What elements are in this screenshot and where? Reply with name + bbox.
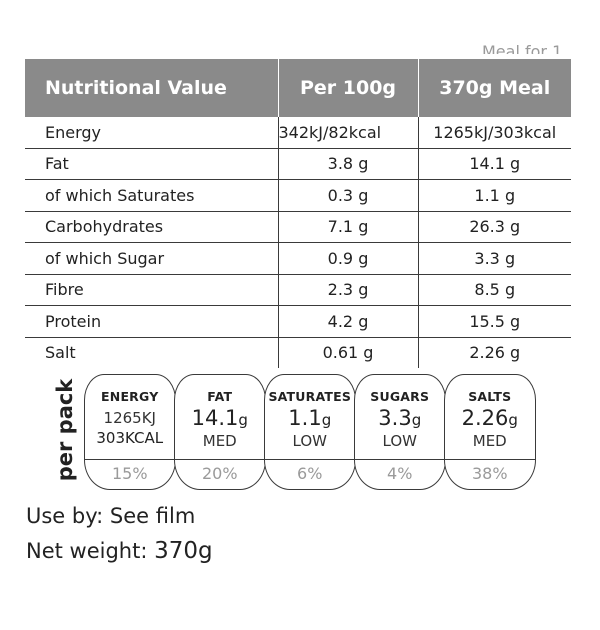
row-label: of which Sugar (25, 242, 278, 275)
table-row: of which Sugar 0.9 g 3.3 g (25, 242, 571, 275)
sugars-tile: SUGARS 3.3g LOW 4% (354, 374, 446, 490)
fat-value: 14.1 (191, 406, 239, 430)
row-label: Salt (45, 343, 76, 363)
net-weight-line: Net weight: 370g (26, 538, 213, 564)
saturates-value: 1.1 (288, 406, 322, 430)
row-meal-value: 14.1 g (417, 148, 571, 180)
saturates-title: SATURATES (268, 389, 352, 404)
row-per100-value: 4.2 g (277, 305, 418, 338)
fat-title: FAT (207, 389, 233, 404)
salts-level: MED (472, 432, 507, 450)
saturates-tile: SATURATES 1.1g LOW 6% (264, 374, 356, 490)
salts-percent: 38% (445, 459, 535, 489)
sugars-value: 3.3 (378, 406, 412, 430)
salts-unit: g (508, 411, 518, 429)
row-per100-value: 0.9 g (277, 242, 418, 275)
per-pack-label: per pack (53, 376, 77, 484)
row-meal-value: 8.5 g (417, 274, 571, 306)
sugars-value-line: 3.3g (378, 406, 421, 432)
use-by-label: Use by: (26, 504, 104, 528)
row-meal-value: 2.26 g (417, 337, 571, 368)
nutrition-table-header: Nutritional Value Per 100g 370g Meal (25, 59, 571, 117)
cropped-top-text-content: Meal for 1 (482, 42, 563, 54)
traffic-light-label: ENERGY 1265KJ 303KCAL 15% FAT 14.1g MED … (84, 374, 536, 490)
row-meal-value: 1.1 g (417, 179, 571, 212)
header-nutritional-value: Nutritional Value (25, 59, 278, 117)
row-label: of which Saturates (25, 179, 278, 212)
cropped-top-text: Meal for 1 (482, 34, 564, 54)
fat-value-line: 14.1g (192, 406, 248, 432)
use-by-line: Use by: See film (26, 504, 195, 528)
row-per100-value: 0.3 g (277, 179, 418, 212)
salts-tile: SALTS 2.26g MED 38% (444, 374, 536, 490)
fat-unit: g (238, 411, 248, 429)
salts-value: 2.26 (461, 406, 509, 430)
row-label: Carbohydrates (25, 211, 278, 243)
net-weight-value: 370g (154, 538, 213, 564)
table-row: Fat 3.8 g 14.1 g (25, 148, 571, 180)
energy-kj: 1265KJ (103, 409, 156, 427)
table-row: Energy 342kJ/82kcal 1265kJ/303kcal (25, 117, 571, 149)
table-row: Salt 0.61 g 2.26 g (25, 337, 571, 368)
row-label: Fibre (25, 274, 278, 306)
row-per100-value: 2.3 g (277, 274, 418, 306)
salts-value-line: 2.26g (462, 406, 518, 432)
row-label: Protein (25, 305, 278, 338)
energy-percent: 15% (85, 459, 175, 489)
sugars-title: SUGARS (370, 389, 430, 404)
net-weight-label: Net weight: (26, 539, 148, 563)
row-per100-value: 0.61 g (277, 337, 418, 368)
row-label: Fat (25, 148, 278, 180)
sugars-level: LOW (382, 432, 417, 450)
table-row: Protein 4.2 g 15.5 g (25, 305, 571, 338)
row-meal-value: 3.3 g (417, 242, 571, 275)
row-per100-value: 7.1 g (277, 211, 418, 243)
per-pack-text: per pack (53, 378, 77, 482)
saturates-value-line: 1.1g (288, 406, 331, 432)
sugars-percent: 4% (355, 459, 445, 489)
saturates-level: LOW (292, 432, 327, 450)
energy-kcal: 303KCAL (96, 429, 164, 447)
fat-tile: FAT 14.1g MED 20% (174, 374, 266, 490)
row-meal-value: 15.5 g (417, 305, 571, 338)
table-row: of which Saturates 0.3 g 1.1 g (25, 179, 571, 212)
sugars-unit: g (411, 411, 422, 429)
table-row: Carbohydrates 7.1 g 26.3 g (25, 211, 571, 243)
energy-tile: ENERGY 1265KJ 303KCAL 15% (84, 374, 176, 490)
fat-level: MED (202, 432, 237, 450)
energy-title: ENERGY (101, 389, 159, 404)
use-by-value: See film (109, 504, 196, 528)
header-per-100g: Per 100g (277, 59, 418, 117)
row-per100-value: 342kJ/82kcal (277, 117, 418, 149)
nutrition-table: Nutritional Value Per 100g 370g Meal Ene… (25, 59, 571, 368)
saturates-percent: 6% (265, 459, 355, 489)
header-meal: 370g Meal (417, 59, 571, 117)
saturates-unit: g (321, 411, 332, 429)
row-label: Energy (25, 117, 278, 149)
table-row: Fibre 2.3 g 8.5 g (25, 274, 571, 306)
fat-percent: 20% (175, 459, 265, 489)
row-per100-value: 3.8 g (277, 148, 418, 180)
row-meal-value: 1265kJ/303kcal (417, 117, 571, 149)
row-meal-value: 26.3 g (417, 211, 571, 243)
salts-title: SALTS (468, 389, 512, 404)
